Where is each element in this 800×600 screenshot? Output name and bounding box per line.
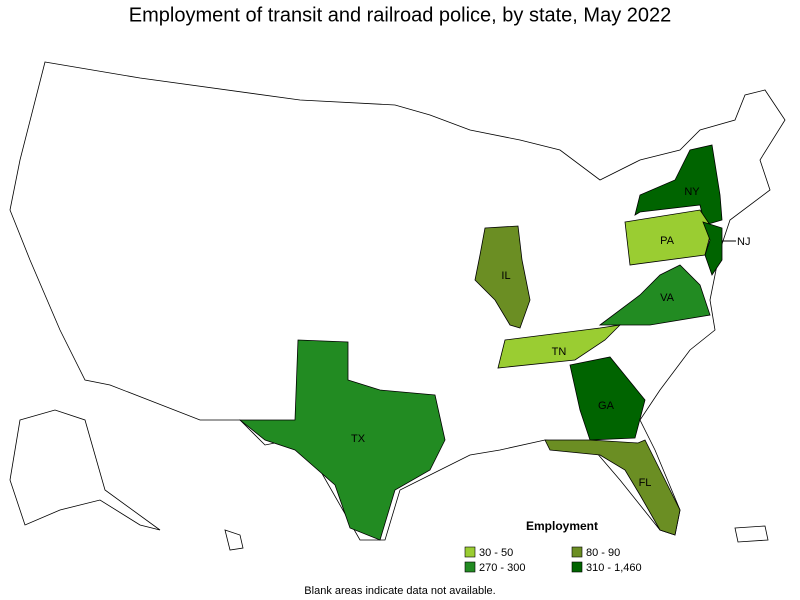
state-shape [238, 339, 446, 541]
state-label: VA [660, 292, 675, 304]
state-label: NJ [737, 236, 750, 248]
footnote: Blank areas indicate data not available. [304, 585, 495, 597]
state-shape [598, 264, 711, 326]
alaska-outline [9, 409, 161, 531]
map-title: Employment of transit and railroad polic… [129, 4, 672, 26]
state-shape [634, 144, 723, 226]
state-label: TN [552, 346, 567, 358]
state-label: NY [684, 186, 700, 198]
state-shape [624, 209, 713, 266]
state-label: IL [501, 270, 510, 282]
legend-label: 30 - 50 [479, 547, 513, 559]
puerto-rico-outline [734, 525, 769, 543]
legend-label: 270 - 300 [479, 562, 525, 574]
state-shape [544, 439, 681, 536]
legend-swatch [464, 546, 476, 558]
legend: 30 - 50 80 - 90 270 - 300 310 - 1,460 [464, 546, 642, 574]
hawaii-outline [224, 529, 244, 551]
states [238, 144, 723, 541]
legend-label: 80 - 90 [586, 547, 620, 559]
legend-swatch [571, 561, 583, 573]
legend-title: Employment [526, 519, 598, 533]
state-label: FL [639, 477, 652, 489]
state-shape [569, 356, 646, 441]
legend-swatch [571, 546, 583, 558]
state-label: GA [598, 400, 615, 412]
state-label: PA [660, 235, 675, 247]
state-shape [497, 324, 622, 369]
state-shape [702, 221, 723, 276]
legend-swatch [464, 561, 476, 573]
legend-label: 310 - 1,460 [586, 562, 642, 574]
state-shape [474, 225, 531, 329]
state-label: TX [351, 433, 366, 445]
